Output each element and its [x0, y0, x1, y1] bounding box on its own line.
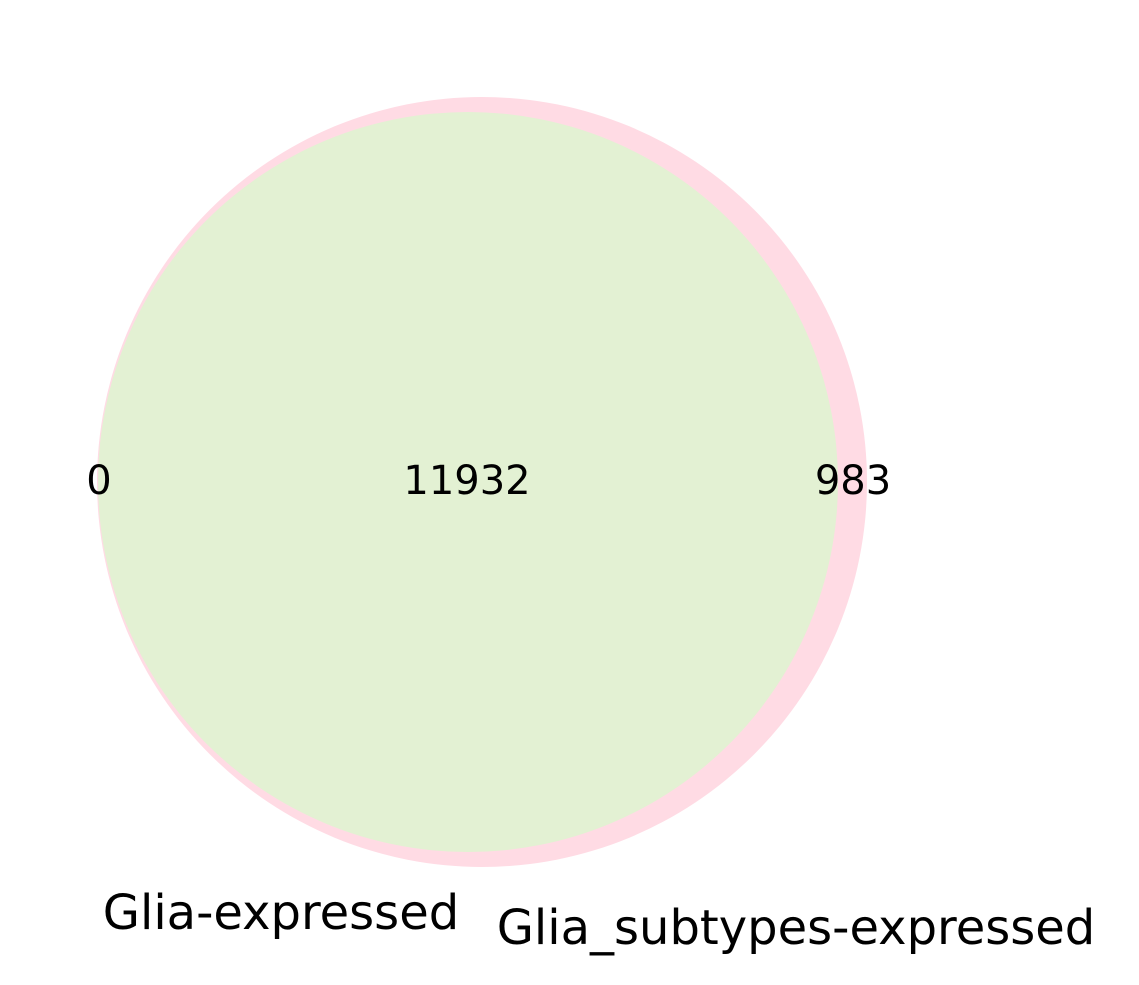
count-intersection: 11932 [403, 458, 530, 504]
set-label-glia-subtypes-expressed: Glia_subtypes-expressed [497, 900, 1096, 956]
count-glia-expressed-only: 0 [86, 458, 111, 504]
set-label-glia-expressed: Glia-expressed [103, 885, 459, 941]
set-circle-glia-expressed [98, 112, 838, 852]
count-glia-subtypes-expressed-only: 983 [815, 458, 891, 504]
